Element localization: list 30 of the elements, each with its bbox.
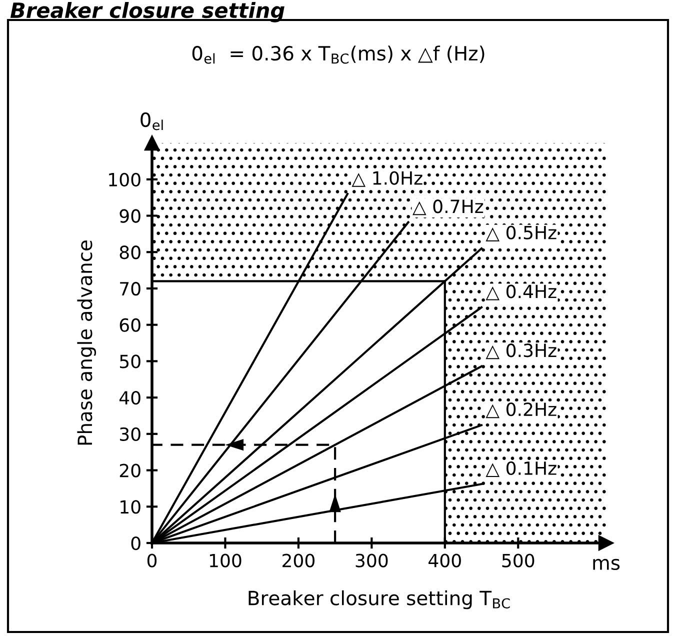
y-tick-label: 40 xyxy=(119,391,140,405)
y-tick-label: 10 xyxy=(120,500,140,514)
y-tick-label: 20 xyxy=(120,464,140,478)
y-tick-label: 0 xyxy=(131,536,140,550)
y-axis-title: Phase angle advance xyxy=(77,240,96,445)
y-tick-label: 30 xyxy=(120,427,140,442)
y-tick-label: 90 xyxy=(120,209,140,223)
series-label: △ 0.4Hz xyxy=(486,284,556,300)
series-label: △ 0.2Hz xyxy=(486,402,556,418)
x-tick-label: 200 xyxy=(282,554,314,568)
y-tick-label: 100 xyxy=(109,172,140,186)
y-tick-label: 70 xyxy=(120,282,140,296)
series-label: △ 0.3Hz xyxy=(486,344,556,360)
y-tick-label: 80 xyxy=(120,246,140,260)
series-label: △ 0.7Hz xyxy=(412,200,484,216)
series-label: △ 0.5Hz xyxy=(486,226,556,242)
series-label: △ 1.0Hz xyxy=(352,171,422,187)
chart-title: Breaker closure setting xyxy=(10,2,284,22)
x-tick-label: 100 xyxy=(210,554,242,568)
x-tick-label: 500 xyxy=(502,554,534,568)
text: ms xyxy=(593,558,620,570)
x-tick-label: 400 xyxy=(428,554,461,568)
y-tick-label: 60 xyxy=(120,318,140,332)
text: 0$_{el}$ xyxy=(140,112,163,130)
y-tick-label: 50 xyxy=(120,354,140,368)
x-tick-label: 0 xyxy=(147,554,157,568)
chart-subtitle: 0$_{el}$ = 0.36 x T$_{BC}$(ms) x △f (Hz) xyxy=(192,46,484,64)
x-axis-title: Breaker closure setting T$_{BC}$ xyxy=(248,590,510,610)
x-tick-label: 300 xyxy=(356,554,388,568)
series-label: △ 0.1Hz xyxy=(486,461,556,478)
